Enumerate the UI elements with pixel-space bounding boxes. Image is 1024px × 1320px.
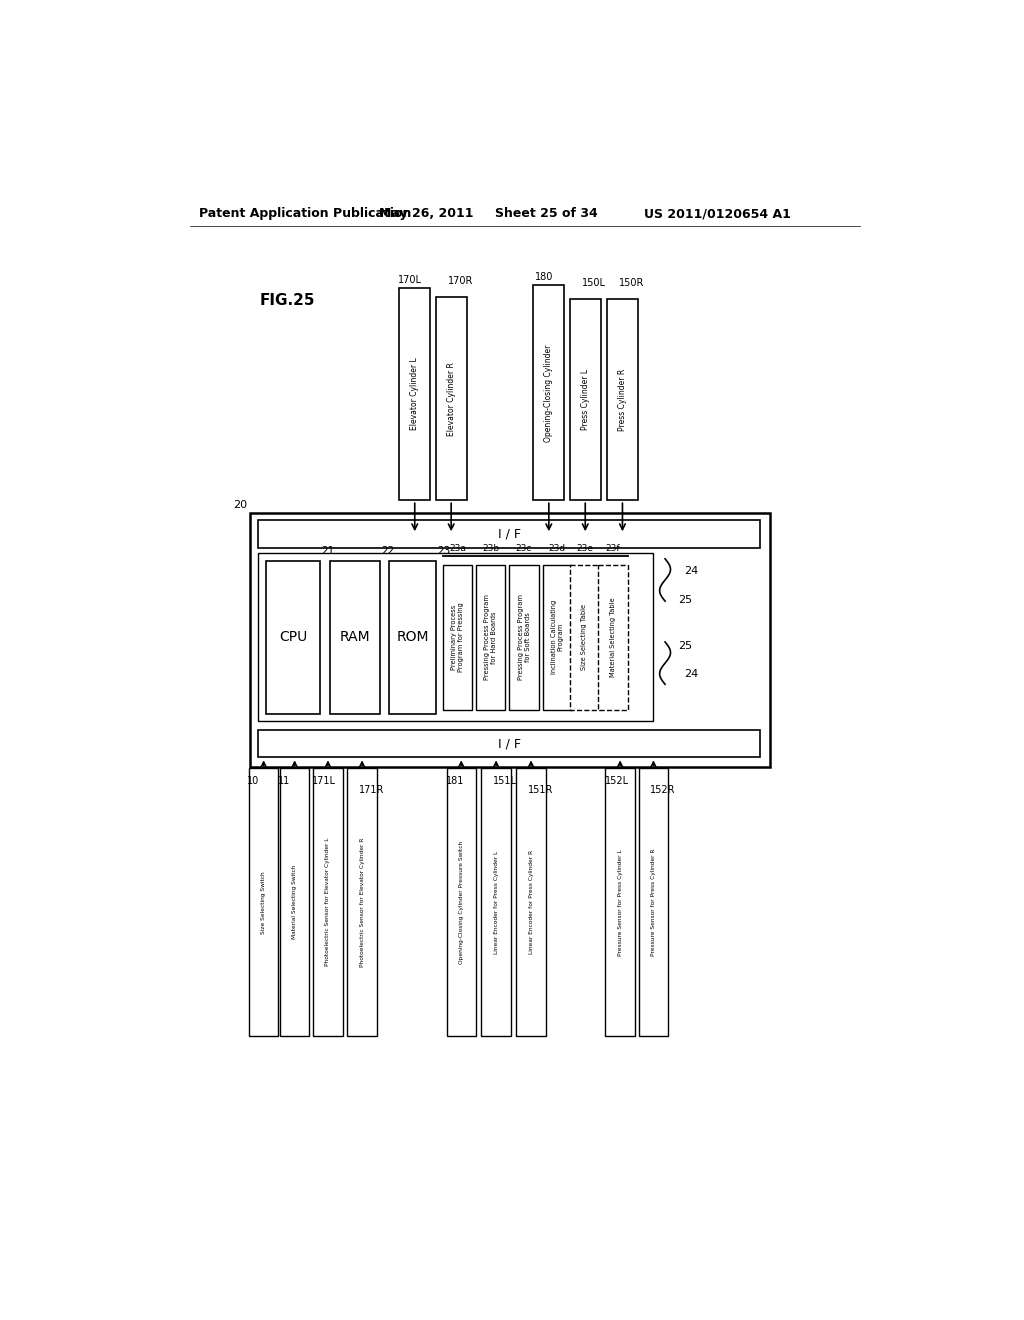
Text: 151R: 151R [528,785,553,795]
Bar [389,561,435,714]
Bar [313,768,343,1036]
Bar [399,288,430,500]
Text: 171L: 171L [312,776,337,785]
Text: Material Selecting Switch: Material Selecting Switch [292,865,297,940]
Bar [639,768,669,1036]
Text: Patent Application Publication: Patent Application Publication [200,207,412,220]
Text: 150R: 150R [620,277,645,288]
Text: 152R: 152R [650,785,676,795]
Text: 180: 180 [535,272,553,282]
Text: Press Cylinder R: Press Cylinder R [617,368,627,430]
Text: 171R: 171R [359,785,384,795]
Text: Preliminary Process
Program for Pressing: Preliminary Process Program for Pressing [451,602,464,672]
Bar [516,768,546,1036]
Text: Linear Encoder for Press Cylinder R: Linear Encoder for Press Cylinder R [528,850,534,954]
Bar [598,565,628,710]
Bar [442,565,472,710]
Bar [534,285,564,500]
Text: 24: 24 [684,566,698,576]
Text: CPU: CPU [279,631,307,644]
Text: Pressure Sensor for Press Cylinder L: Pressure Sensor for Press Cylinder L [617,849,623,956]
Text: ROM: ROM [396,631,429,644]
Bar [251,512,770,767]
Text: 25: 25 [678,640,692,651]
Text: 22: 22 [381,546,394,557]
Text: 23e: 23e [575,544,593,553]
Text: Photoelectric Sensor for Elevator Cylinder L: Photoelectric Sensor for Elevator Cylind… [326,838,331,966]
Text: 23b: 23b [482,544,500,553]
Bar [605,768,635,1036]
Bar [266,561,321,714]
Text: Press Cylinder L: Press Cylinder L [581,368,590,430]
Bar [258,730,761,758]
Text: Pressure Sensor for Press Cylinder R: Pressure Sensor for Press Cylinder R [651,849,656,956]
Text: 152L: 152L [604,776,629,785]
Bar [481,768,511,1036]
Text: 20: 20 [233,499,248,510]
Text: Pressing Process Program
for Soft Boards: Pressing Process Program for Soft Boards [517,594,530,680]
Text: 23d: 23d [549,544,566,553]
Text: 11: 11 [278,776,290,785]
Bar [435,297,467,500]
Bar [569,565,599,710]
Text: Opening-Closing Cylinder Pressure Switch: Opening-Closing Cylinder Pressure Switch [459,841,464,964]
Text: I / F: I / F [498,528,521,541]
Text: 23c: 23c [516,544,532,553]
Bar [476,565,506,710]
Text: I / F: I / F [498,737,521,750]
Text: Photoelectric Sensor for Elevator Cylinder R: Photoelectric Sensor for Elevator Cylind… [359,837,365,968]
Text: 170L: 170L [397,275,422,285]
Text: 170R: 170R [449,276,473,286]
Text: Pressing Process Program
for Hard Boards: Pressing Process Program for Hard Boards [484,594,498,680]
Text: 25: 25 [678,594,692,605]
Bar [347,768,377,1036]
Bar [258,520,761,548]
Text: Elevator Cylinder R: Elevator Cylinder R [446,362,456,436]
Text: 23a: 23a [449,544,466,553]
Text: US 2011/0120654 A1: US 2011/0120654 A1 [643,207,791,220]
Text: 150L: 150L [583,277,606,288]
Text: 24: 24 [684,669,698,680]
Text: Linear Encoder for Press Cylinder L: Linear Encoder for Press Cylinder L [494,850,499,954]
Bar [543,565,572,710]
Text: 21: 21 [322,546,335,557]
Bar [258,553,653,721]
Text: 181: 181 [445,776,464,785]
Text: Opening-Closing Cylinder: Opening-Closing Cylinder [545,345,553,442]
Text: Sheet 25 of 34: Sheet 25 of 34 [496,207,598,220]
Bar [509,565,539,710]
Text: 23: 23 [437,546,451,557]
Text: Inclination Calculating
Program: Inclination Calculating Program [551,601,564,675]
Bar [249,768,279,1036]
Bar [607,298,638,500]
Text: 10: 10 [247,776,259,785]
Text: Material Selecting Table: Material Selecting Table [610,598,616,677]
Text: RAM: RAM [339,631,370,644]
Text: 151L: 151L [493,776,517,785]
Text: May 26, 2011: May 26, 2011 [379,207,474,220]
Text: Elevator Cylinder L: Elevator Cylinder L [411,358,419,430]
Bar [280,768,309,1036]
Text: FIG.25: FIG.25 [260,293,315,309]
Text: Size Selecting Table: Size Selecting Table [582,605,588,671]
Bar [569,298,601,500]
Bar [446,768,476,1036]
Text: 23f: 23f [606,544,621,553]
Bar [330,561,380,714]
Text: Size Selecting Switch: Size Selecting Switch [261,871,266,933]
